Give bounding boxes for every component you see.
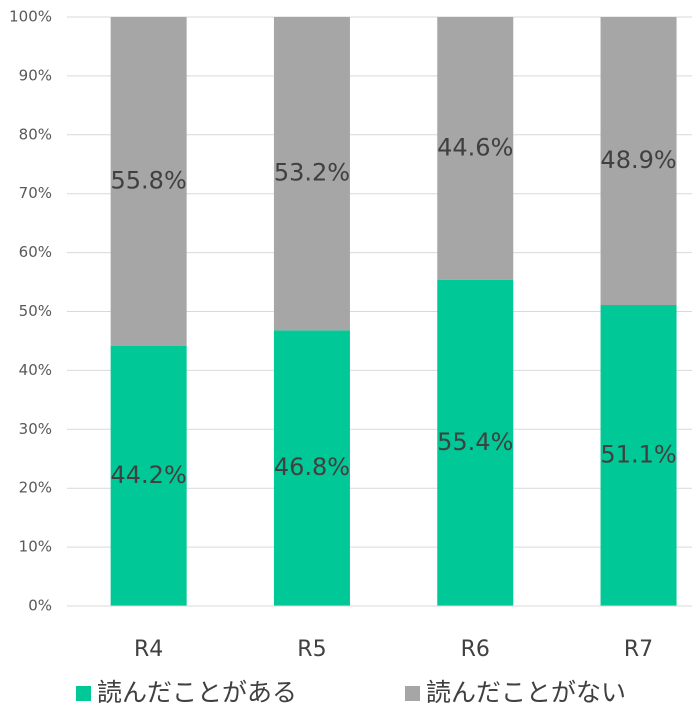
y-tick-label: 90% <box>19 66 52 84</box>
bar-segment <box>600 305 677 606</box>
y-tick-label: 60% <box>19 243 52 261</box>
data-label: 44.2% <box>111 461 187 489</box>
y-tick-label: 20% <box>19 479 52 497</box>
data-label: 55.4% <box>437 428 513 456</box>
bar-segment <box>437 17 514 280</box>
bar-segment <box>600 17 677 306</box>
x-tick-label: R7 <box>624 637 653 662</box>
y-tick-label: 10% <box>19 538 52 556</box>
data-label: 46.8% <box>274 453 350 481</box>
y-tick-label: 30% <box>19 420 52 438</box>
legend-label: 読んだことがある <box>97 678 297 707</box>
x-tick-label: R5 <box>297 637 326 662</box>
legend-label: 読んだことがない <box>426 678 626 707</box>
y-tick-label: 0% <box>28 597 52 615</box>
legend-swatch <box>76 686 91 701</box>
data-label: 48.9% <box>600 146 676 174</box>
y-tick-label: 40% <box>19 361 52 379</box>
y-tick-label: 80% <box>19 125 52 143</box>
data-label: 53.2% <box>274 159 350 187</box>
bar-segment <box>273 330 350 606</box>
data-label: 51.1% <box>600 441 676 469</box>
data-label: 44.6% <box>437 133 513 161</box>
x-tick-label: R6 <box>461 637 490 662</box>
data-label: 55.8% <box>111 166 187 194</box>
bar-segment <box>110 345 187 606</box>
y-tick-label: 100% <box>9 8 52 26</box>
bar-segment <box>437 279 514 606</box>
legend-swatch <box>405 686 420 701</box>
y-tick-label: 70% <box>19 184 52 202</box>
bar-segment <box>273 17 350 331</box>
y-tick-label: 50% <box>19 302 52 320</box>
x-tick-label: R4 <box>134 637 163 662</box>
bar-segment <box>110 17 187 346</box>
